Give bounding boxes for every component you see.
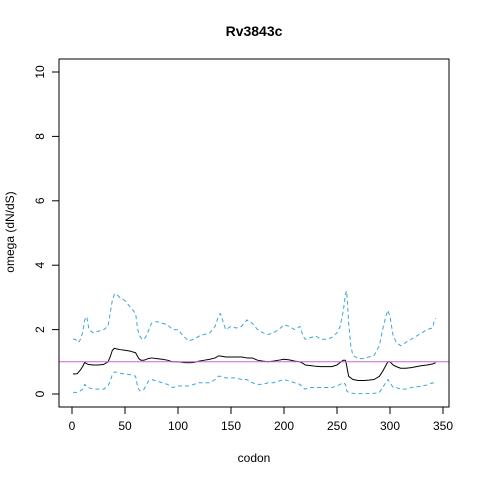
x-tick-label: 350	[433, 419, 453, 433]
y-tick-label: 2	[33, 326, 47, 333]
series-line-lower-bound	[73, 371, 436, 395]
x-tick-label: 150	[221, 419, 241, 433]
y-tick-label: 4	[33, 262, 47, 269]
x-tick-label: 100	[168, 419, 188, 433]
y-tick-label: 0	[33, 390, 47, 397]
chart-title: Rv3843c	[226, 23, 283, 39]
plot-frame	[58, 58, 450, 408]
x-tick-label: 200	[274, 419, 294, 433]
x-tick-label: 50	[118, 419, 132, 433]
series-line-estimate	[73, 347, 436, 381]
y-axis-label: omega (dN/dS)	[3, 191, 17, 272]
plot-area	[59, 290, 449, 395]
x-axis-label: codon	[238, 451, 271, 465]
y-tick-label: 8	[33, 133, 47, 140]
x-tick-label: 0	[69, 419, 76, 433]
series-line-upper-bound	[73, 290, 436, 360]
y-tick-label: 10	[33, 65, 47, 79]
x-tick-label: 300	[380, 419, 400, 433]
x-tick-label: 250	[327, 419, 347, 433]
y-tick-label: 6	[33, 197, 47, 204]
